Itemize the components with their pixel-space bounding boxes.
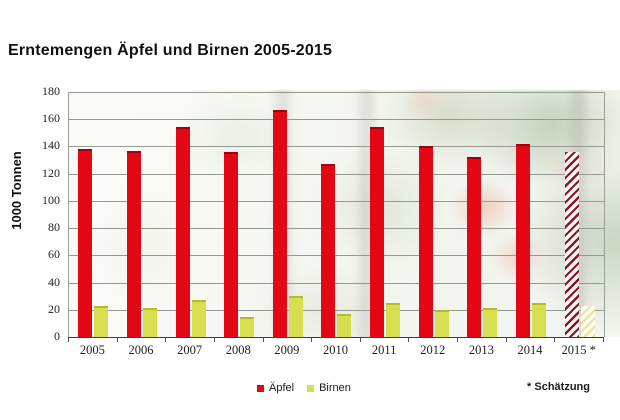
x-tick-label-2005: 2005: [79, 343, 105, 357]
pears-bar-2007: [191, 300, 206, 337]
y-tick-label-120: 120: [42, 165, 60, 180]
apples-bar-2012: [418, 146, 433, 337]
apples-bar-2010: [321, 164, 336, 337]
legend: Äpfel Birnen: [257, 382, 351, 394]
gridline-180: [69, 92, 604, 93]
apples-bar-2011: [370, 127, 385, 337]
x-axis-tick: [359, 338, 361, 342]
x-axis-line: [68, 337, 604, 338]
x-tick-label-2013: 2013: [468, 343, 494, 357]
y-tick-label-100: 100: [42, 192, 60, 207]
x-axis-tick: [603, 338, 604, 342]
gridline-60: [69, 255, 604, 257]
apples-legend-label: Äpfel: [269, 382, 295, 394]
category-slot-2009: [264, 92, 313, 337]
legend-item-apples: Äpfel: [257, 382, 294, 394]
pears-bar-2015-estimate: [580, 305, 595, 337]
y-tick-label-160: 160: [42, 111, 60, 126]
pears-bar-2011: [386, 302, 401, 337]
x-tick-label-2008: 2008: [225, 343, 251, 357]
category-slot-2005: [69, 92, 118, 337]
gridline-40: [69, 282, 604, 284]
apples-bar-2007: [175, 127, 190, 337]
x-axis-tick: [505, 338, 507, 342]
estimate-footnote: * Schätzung: [527, 381, 590, 393]
x-axis-tick: [457, 338, 459, 342]
apples-bar-2015-estimate: [564, 151, 579, 337]
apples-bar-2006: [126, 150, 141, 337]
x-axis-tick: [165, 338, 167, 342]
pears-bar-2006: [142, 308, 157, 337]
pears-legend-swatch: [307, 384, 315, 392]
pears-bar-2009: [288, 296, 303, 337]
y-tick-label-140: 140: [42, 138, 60, 153]
gridline-80: [69, 228, 604, 230]
x-tick-label-2012: 2012: [420, 343, 446, 357]
gridline-140: [69, 146, 604, 148]
x-tick-label-2007: 2007: [177, 343, 203, 357]
apples-bar-2013: [467, 157, 482, 337]
x-tick-label-2011: 2011: [371, 343, 397, 357]
pears-bar-2010: [337, 313, 352, 337]
category-slot-2008: [215, 92, 264, 337]
chart-title: Erntemengen Äpfel und Birnen 2005-2015: [8, 42, 333, 59]
apples-bar-2008: [224, 151, 239, 337]
pears-bar-2012: [434, 309, 449, 337]
pears-legend-label: Birnen: [319, 382, 351, 394]
category-slot-2015: [555, 92, 604, 337]
category-slot-2013: [458, 92, 507, 337]
gridline-100: [69, 200, 604, 202]
x-axis-tick: [213, 338, 215, 342]
legend-item-pears: Birnen: [307, 382, 351, 394]
x-tick-label-2009: 2009: [274, 343, 300, 357]
y-tick-label-20: 20: [48, 301, 60, 316]
x-axis-tick: [311, 338, 313, 342]
pears-bar-2013: [483, 308, 498, 337]
gridline-160: [69, 119, 604, 121]
category-slot-2010: [312, 92, 361, 337]
pears-bar-2014: [532, 302, 547, 337]
x-axis-tick: [262, 338, 264, 342]
apples-bar-2014: [516, 143, 531, 337]
category-slot-2006: [118, 92, 167, 337]
y-tick-label-180: 180: [42, 84, 60, 98]
apples-legend-swatch: [257, 384, 264, 392]
category-slot-2014: [507, 92, 556, 337]
y-axis-title: 1000 Tonnen: [8, 150, 24, 230]
x-axis-tick: [116, 338, 118, 342]
x-axis-tick: [68, 338, 69, 342]
x-tick-label-2015: 2015 *: [561, 343, 596, 357]
gridline-120: [69, 173, 604, 175]
plot-area: [68, 92, 605, 337]
gridline-20: [69, 309, 604, 311]
y-tick-label-60: 60: [48, 247, 60, 262]
y-tick-label-0: 0: [54, 329, 60, 343]
x-axis-tick: [554, 338, 556, 342]
x-tick-label-2010: 2010: [322, 343, 348, 357]
category-slot-2007: [166, 92, 215, 337]
x-tick-label-2006: 2006: [128, 343, 154, 357]
category-slot-2012: [409, 92, 458, 337]
apples-bar-2009: [272, 109, 287, 337]
apples-bar-2005: [78, 149, 93, 337]
y-tick-label-40: 40: [48, 274, 60, 289]
x-tick-label-2014: 2014: [517, 343, 543, 357]
pears-bar-2005: [94, 305, 109, 337]
x-axis-tick: [408, 338, 410, 342]
y-tick-label-80: 80: [48, 220, 60, 235]
pears-bar-2008: [240, 316, 255, 337]
category-slot-2011: [361, 92, 410, 337]
